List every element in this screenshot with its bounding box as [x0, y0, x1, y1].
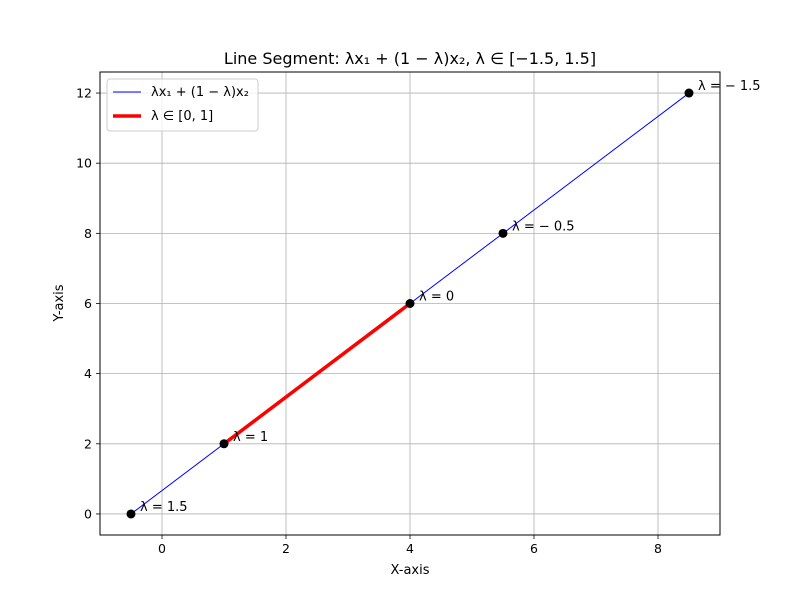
point-annotation: λ = 1.5	[140, 500, 188, 515]
x-tick-label: 6	[530, 541, 538, 556]
legend: λx₁ + (1 − λ)x₂ λ ∈ [0, 1]	[106, 78, 259, 132]
y-tick-label: 12	[76, 86, 92, 101]
ticks-layer: 0 2 4 6 8 0 2 4 6 8 10 12	[76, 86, 662, 556]
x-axis-label: X-axis	[391, 563, 430, 578]
y-tick-label: 10	[76, 156, 92, 171]
annotations-layer: λ = − 1.5 λ = − 0.5 λ = 0 λ = 1 λ = 1.5	[140, 79, 761, 515]
point-annotation: λ = 1	[233, 430, 268, 445]
y-tick-label: 2	[84, 436, 92, 451]
y-tick-label: 8	[84, 226, 92, 241]
data-point-marker	[219, 439, 229, 449]
y-tick-label: 4	[84, 366, 92, 381]
y-tick-label: 6	[84, 296, 92, 311]
legend-label-line: λx₁ + (1 − λ)x₂	[151, 85, 249, 100]
legend-box	[106, 78, 259, 132]
x-tick-label: 4	[406, 541, 414, 556]
x-tick-label: 8	[654, 541, 662, 556]
markers-layer	[126, 88, 694, 519]
x-tick-label: 0	[158, 541, 166, 556]
data-point-marker	[126, 509, 136, 519]
y-tick-label: 0	[84, 506, 92, 521]
data-point-marker	[405, 299, 415, 308]
legend-label-segment: λ ∈ [0, 1]	[151, 109, 213, 124]
point-annotation: λ = − 1.5	[698, 79, 761, 94]
data-point-marker	[498, 228, 508, 238]
x-tick-label: 2	[282, 541, 290, 556]
point-annotation: λ = 0	[419, 290, 454, 305]
data-point-marker	[684, 88, 694, 98]
series-line-segment	[222, 302, 412, 446]
point-annotation: λ = − 0.5	[512, 219, 575, 234]
chart-title: Line Segment: λx₁ + (1 − λ)x₂, λ ∈ [−1.5…	[224, 49, 596, 68]
y-axis-label: Y-axis	[52, 284, 67, 322]
